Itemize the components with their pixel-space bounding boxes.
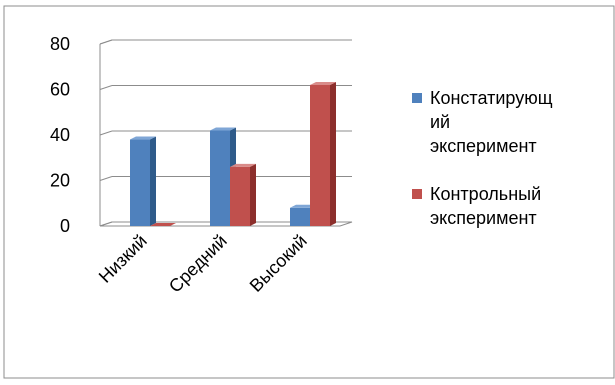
bar-front xyxy=(310,84,330,226)
y-tick-label: 80 xyxy=(50,34,70,54)
bar-side xyxy=(330,81,336,226)
legend-label: эксперимент xyxy=(430,208,537,228)
bar-front xyxy=(130,139,150,226)
bar-top xyxy=(290,204,316,208)
legend-swatch xyxy=(412,93,422,103)
bar xyxy=(130,136,156,226)
legend: Констатирующ ий эксперимент Контрольный эксп… xyxy=(412,88,553,228)
legend-label: Констатирующ xyxy=(430,88,553,108)
y-tick-label: 20 xyxy=(50,171,70,191)
gridline-side xyxy=(99,85,113,90)
legend-label: ий xyxy=(430,112,450,132)
bar-top xyxy=(310,81,336,85)
bar-side xyxy=(250,163,256,226)
legend-label: эксперимент xyxy=(430,136,537,156)
bars xyxy=(130,81,336,226)
y-tick-label: 0 xyxy=(60,216,70,236)
bar-top xyxy=(130,136,156,140)
gridline-side xyxy=(99,176,113,181)
legend-swatch xyxy=(412,189,422,199)
bar-front xyxy=(230,166,250,226)
legend-label: Контрольный xyxy=(430,184,541,204)
bar-side xyxy=(150,136,156,226)
bar-front xyxy=(210,130,230,226)
gridline-side xyxy=(99,221,113,227)
bar-top xyxy=(230,163,256,167)
y-tick-label: 60 xyxy=(50,80,70,100)
gridline-side xyxy=(99,130,113,136)
y-axis-ticks: 0 20 40 60 80 xyxy=(50,34,70,236)
bar xyxy=(310,81,336,226)
bar xyxy=(150,223,176,226)
gridline-side xyxy=(99,39,113,45)
bar-top xyxy=(210,127,236,131)
bar-front xyxy=(290,207,310,226)
legend-item: Контрольный эксперимент xyxy=(412,184,541,228)
y-tick-label: 40 xyxy=(50,125,70,145)
bar xyxy=(230,163,256,226)
bar-top xyxy=(150,223,176,226)
legend-item: Констатирующ ий эксперимент xyxy=(412,88,553,156)
